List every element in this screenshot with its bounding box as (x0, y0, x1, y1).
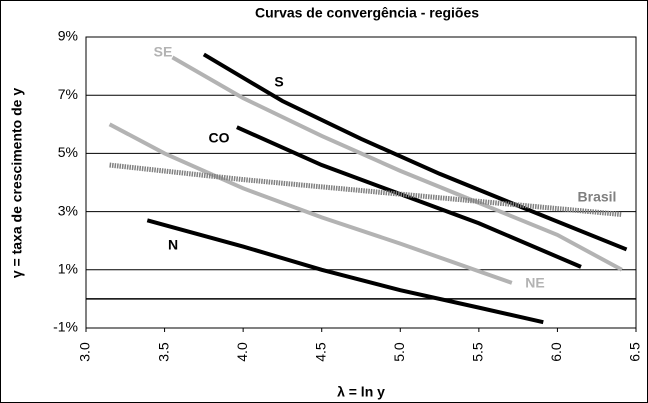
y-tick-label: 1% (58, 261, 78, 277)
y-tick-label: 3% (58, 202, 78, 218)
x-tick-label: 6.0 (548, 342, 564, 362)
x-tick-label: 3.0 (77, 342, 93, 362)
series-line (236, 125, 582, 269)
series-line (108, 122, 513, 285)
chart-title: Curvas de convergência - regiões (255, 5, 479, 21)
x-tick-label: 6.5 (627, 342, 643, 362)
series-line (109, 162, 623, 217)
series-line (202, 52, 628, 252)
series-label: S (274, 74, 283, 90)
y-tick-label: 7% (58, 86, 78, 102)
series-label: N (168, 237, 178, 253)
x-tick-label: 5.5 (470, 342, 486, 362)
y-tick-label: 5% (58, 144, 78, 160)
x-tick-label: 4.0 (234, 342, 250, 362)
series-label: CO (209, 130, 230, 146)
y-axis-label: γ = taxa de crescimento de y (9, 88, 25, 278)
x-tick-label: 4.5 (312, 342, 328, 362)
series-line (146, 218, 544, 325)
x-axis-label: λ = ln y (337, 384, 385, 400)
y-tick-label: -1% (53, 319, 78, 335)
series-line (171, 55, 623, 272)
x-tick-label: 5.0 (391, 342, 407, 362)
series-label: SE (154, 44, 173, 60)
plot-area (85, 36, 637, 329)
series-label: NE (525, 275, 544, 291)
x-tick-label: 3.5 (155, 342, 171, 362)
y-tick-label: 9% (58, 28, 78, 44)
series-label: Brasil (578, 189, 617, 205)
